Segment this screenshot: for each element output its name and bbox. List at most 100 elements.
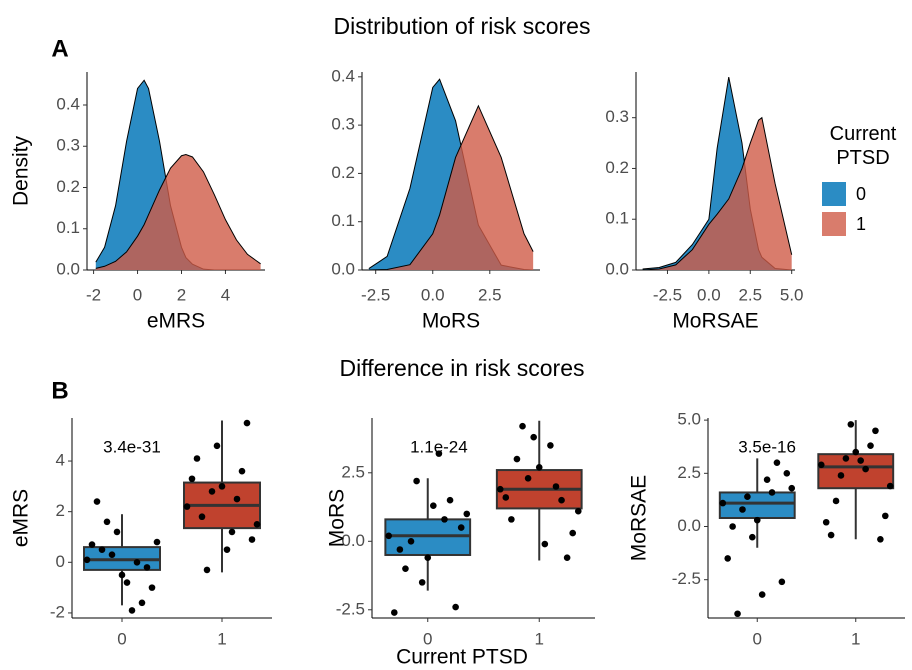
point (435, 450, 443, 457)
point (253, 521, 261, 528)
annotation: 3.4e-31 (103, 437, 161, 456)
point (218, 483, 226, 490)
point (502, 494, 510, 501)
point (569, 529, 576, 537)
point (773, 459, 781, 466)
point (248, 536, 256, 543)
point (98, 546, 106, 553)
point (446, 496, 454, 504)
point (424, 554, 432, 562)
legend-key (822, 182, 846, 206)
x-tick-label: 0 (753, 629, 762, 648)
x-tick-label: 0 (117, 629, 126, 648)
x-tick-label: 1 (535, 629, 544, 648)
point (243, 419, 251, 427)
panel-label: A (51, 35, 68, 62)
point (519, 422, 526, 430)
y-tick-label: 0.0 (605, 259, 629, 278)
point (118, 571, 126, 579)
point (724, 555, 731, 562)
point (847, 421, 855, 428)
point (763, 476, 771, 484)
y-tick-label: 0.0 (56, 259, 80, 278)
y-tick-label: 0.2 (56, 177, 80, 196)
point (739, 506, 746, 513)
y-tick-label: 0.3 (331, 115, 355, 134)
point (208, 488, 216, 495)
point (547, 442, 554, 449)
y-tick-label: 0.1 (331, 211, 355, 230)
x-axis-title: MoRS (422, 310, 480, 333)
point (563, 554, 571, 562)
point (552, 483, 560, 490)
point (872, 427, 879, 435)
y-tick-label: -2.5 (672, 569, 701, 588)
point (143, 564, 151, 571)
point (867, 442, 874, 449)
y-tick-label: 0.3 (56, 136, 80, 155)
point (188, 475, 196, 483)
density-line (95, 153, 261, 269)
point (496, 485, 504, 493)
point (223, 546, 231, 553)
y-tick-label: -2 (50, 602, 65, 621)
x-tick-label: 2.5 (738, 285, 762, 304)
density-area (642, 117, 792, 270)
point (886, 482, 894, 490)
box (817, 453, 895, 490)
point (123, 579, 131, 586)
annotation: 3.5e-16 (738, 437, 796, 456)
density-area (95, 154, 261, 270)
y-tick-label: 0.0 (331, 259, 355, 278)
point (228, 528, 236, 536)
point (138, 599, 146, 607)
point (541, 540, 549, 548)
point (93, 498, 101, 505)
point (827, 531, 835, 539)
legend-key (822, 212, 846, 236)
point (749, 533, 756, 541)
point (391, 609, 398, 616)
x-tick-label: 1 (851, 629, 860, 648)
x-axis-title: MoRSAE (672, 310, 758, 333)
y-tick-label: 0.1 (56, 218, 80, 237)
y-axis-title: eMRS (10, 489, 33, 547)
point (535, 464, 543, 471)
y-tick-label: 2 (56, 501, 65, 520)
x-tick-label: 2.5 (478, 285, 502, 304)
x-tick-label: 0.0 (697, 285, 721, 304)
point (213, 442, 221, 450)
x-tick-label: -2.5 (361, 285, 390, 304)
box (718, 491, 796, 519)
point (832, 497, 840, 505)
point (128, 607, 136, 614)
x-tick-label: 0 (133, 285, 142, 304)
y-tick-label: 0.4 (331, 66, 355, 85)
point (418, 579, 426, 586)
x-tick-label: 5.0 (780, 285, 804, 304)
density-area (95, 80, 261, 270)
point (857, 457, 864, 464)
point (734, 610, 741, 618)
x-axis-title: Current PTSD (396, 646, 528, 669)
point (574, 507, 582, 515)
point (233, 495, 241, 503)
title: Distribution of risk scores (334, 13, 591, 39)
y-tick-label: 0.0 (341, 531, 365, 550)
y-axis-title: MoRS (326, 489, 349, 547)
point (729, 523, 736, 530)
point (407, 537, 415, 545)
y-tick-label: 0 (56, 552, 65, 571)
legend-title: Current PTSD (829, 123, 897, 169)
point (113, 528, 121, 536)
y-tick-label: 0.2 (605, 158, 629, 177)
y-tick-label: 0.2 (331, 163, 355, 182)
point (103, 518, 111, 526)
point (430, 502, 437, 509)
point (719, 499, 727, 507)
point (385, 532, 393, 540)
point (783, 470, 791, 477)
point (396, 546, 404, 553)
point (238, 467, 246, 475)
